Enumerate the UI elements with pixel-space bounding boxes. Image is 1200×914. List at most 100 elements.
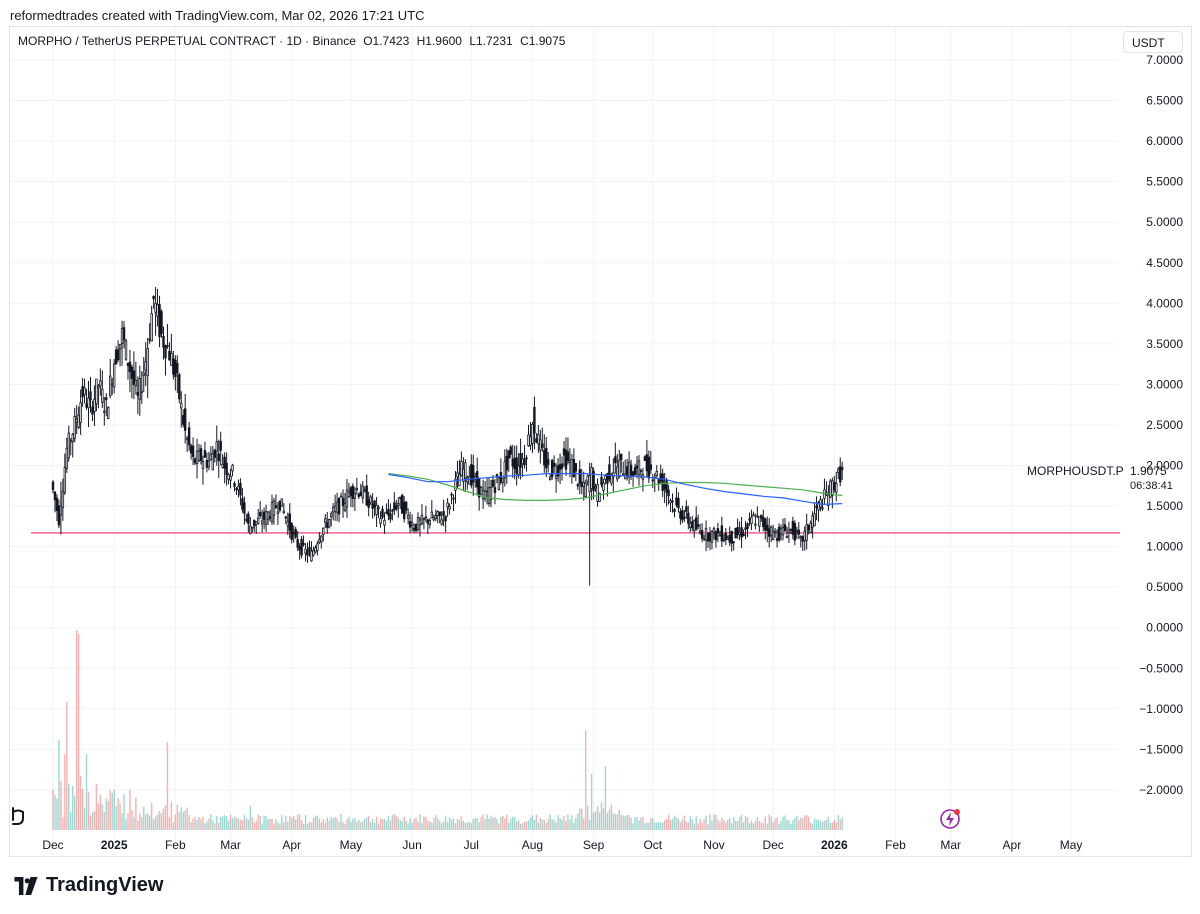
volume-bar (658, 821, 660, 830)
volume-bar (235, 817, 238, 830)
volume-bar (62, 817, 64, 830)
volume-bar (289, 815, 291, 830)
volume-bar (468, 821, 471, 830)
lightning-icon[interactable] (940, 809, 960, 829)
candle-body (109, 375, 112, 396)
candle-body (588, 475, 591, 492)
candle-body (154, 302, 157, 313)
candle-body (837, 468, 840, 473)
time-tick-label: May (1060, 838, 1083, 852)
volume-bar (535, 814, 538, 830)
volume-bar (133, 816, 135, 830)
time-tick-label: Apr (282, 838, 301, 852)
candle-body (53, 491, 57, 501)
candle-body (219, 440, 222, 451)
candle-body (560, 463, 564, 469)
candle-body (515, 457, 518, 474)
volume-bar (174, 814, 177, 830)
volume-bar (291, 817, 293, 830)
candle-body (507, 450, 510, 459)
candle-body (428, 520, 432, 525)
candle-body (215, 441, 218, 452)
candle-body (582, 481, 585, 488)
volume-bar (354, 817, 356, 830)
candle-body (205, 459, 209, 468)
volume-bar (523, 821, 526, 830)
volume-bar (261, 823, 263, 830)
volume-bar (480, 816, 482, 830)
price-tick-label: −0.5000 (1139, 661, 1183, 675)
candle-body (225, 462, 228, 475)
candle-body (294, 529, 297, 538)
candle-body (708, 532, 712, 542)
candle-body (262, 511, 266, 520)
candle-body (156, 304, 159, 317)
volume-bar (539, 818, 542, 830)
candle-body (657, 479, 660, 484)
candle-body (87, 397, 90, 409)
volume-bar (271, 818, 273, 830)
candle-body (732, 541, 735, 544)
candle-body (647, 456, 651, 479)
volume-bar (701, 823, 703, 830)
candle-body (274, 504, 278, 509)
volume-bar (596, 806, 599, 830)
volume-bar (634, 817, 636, 830)
volume-bar (719, 821, 721, 830)
volume-bar (233, 816, 236, 830)
volume-bar (64, 754, 66, 830)
candle-body (489, 487, 493, 500)
volume-bar (675, 817, 678, 830)
candle-body (326, 522, 329, 528)
volume-bar (744, 815, 747, 830)
volume-bar (158, 811, 161, 830)
candle-body (718, 534, 722, 537)
volume-bar (310, 822, 313, 830)
candle-body (769, 526, 773, 536)
candle-body (227, 474, 230, 480)
candle-body (714, 531, 718, 541)
candle-body (112, 363, 116, 388)
candle-body (164, 345, 167, 359)
candle-body (675, 497, 678, 506)
volume-bar (575, 817, 577, 830)
candle-body (381, 508, 384, 518)
candle-body (760, 514, 763, 519)
price-tick-label: 3.5000 (1146, 337, 1183, 351)
candle-body (509, 446, 512, 455)
volume-bar (784, 815, 786, 830)
volume-bar (588, 819, 591, 830)
candle-body (781, 527, 785, 536)
volume-bar (667, 814, 670, 830)
volume-bar (602, 808, 605, 830)
candle-body (138, 378, 142, 400)
volume-bar (423, 816, 425, 830)
volume-bar (644, 823, 646, 830)
volume-bar (255, 820, 257, 830)
volume-bar (298, 814, 301, 830)
volume-bar (586, 805, 589, 830)
time-tick-label: Sep (583, 838, 605, 852)
volume-bar (590, 774, 593, 830)
candle-body (454, 478, 457, 491)
candle-body (468, 476, 471, 485)
volume-bar (375, 816, 378, 830)
hand-icon[interactable] (12, 807, 24, 825)
candle-body (505, 455, 508, 471)
candle-body (477, 477, 481, 498)
time-tick-label: Apr (1003, 838, 1022, 852)
volume-bar (549, 814, 551, 830)
candle-body (276, 511, 280, 514)
candle-body (369, 496, 372, 503)
candle-body (481, 489, 485, 500)
volume-bar (815, 819, 818, 830)
volume-bar (665, 818, 668, 830)
volume-bar (454, 823, 457, 830)
volume-bar (766, 823, 768, 830)
candle-body (59, 505, 63, 516)
candle-body (819, 499, 822, 508)
volume-bar (320, 822, 323, 830)
currency-button[interactable]: USDT (1123, 31, 1183, 53)
time-tick-label: Mar (940, 838, 961, 852)
